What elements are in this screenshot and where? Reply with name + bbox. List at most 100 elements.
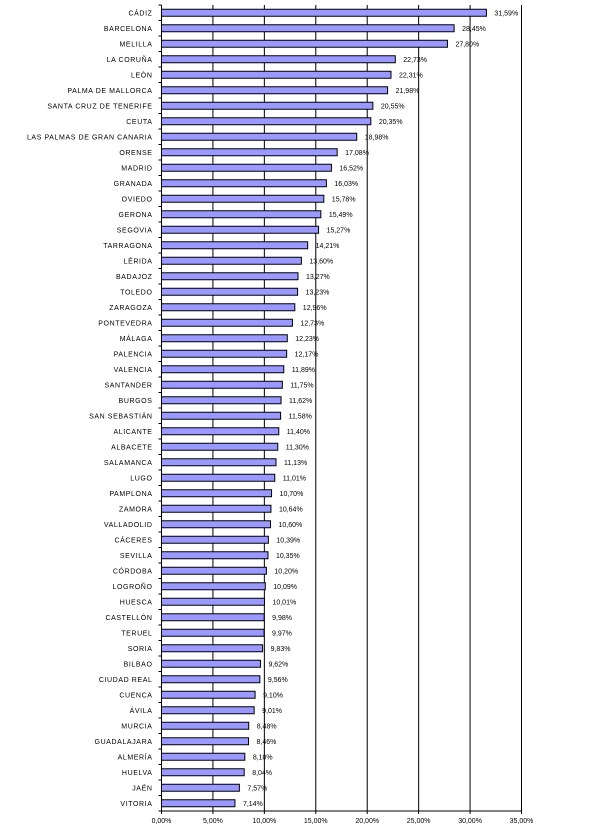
category-label: PALMA DE MALLORCA xyxy=(67,88,152,95)
category-label: BURGOS xyxy=(119,398,153,405)
value-label: 7,14% xyxy=(243,801,263,808)
bar xyxy=(161,582,266,591)
bar xyxy=(161,566,267,575)
x-tick-label: 0,00% xyxy=(152,818,172,825)
value-label: 15,27% xyxy=(327,227,351,234)
value-label: 10,09% xyxy=(273,584,297,591)
bar xyxy=(161,148,338,157)
bar xyxy=(161,613,265,622)
bar xyxy=(161,380,283,389)
category-label: CEUTA xyxy=(126,119,152,126)
bar xyxy=(161,179,327,188)
bar xyxy=(161,117,372,126)
bar xyxy=(161,675,261,684)
bar xyxy=(161,411,282,420)
value-label: 22,73% xyxy=(403,57,427,64)
category-label: SEGOVIA xyxy=(117,227,153,234)
category-label: GRANADA xyxy=(114,181,153,188)
x-tick-label: 10,00% xyxy=(252,818,276,825)
category-label: TARRAGONA xyxy=(103,243,152,250)
category-label: ALMERÍA xyxy=(118,752,153,761)
bar xyxy=(161,442,279,451)
value-label: 12,73% xyxy=(300,320,324,327)
x-tick-label: 5,00% xyxy=(203,818,223,825)
value-label: 11,13% xyxy=(284,460,307,467)
category-label: TERUEL xyxy=(121,630,152,637)
bar xyxy=(161,132,358,141)
value-label: 17,08% xyxy=(345,150,369,157)
bar xyxy=(161,194,325,203)
bar xyxy=(161,659,261,668)
category-label: BILBAO xyxy=(124,661,153,668)
bar xyxy=(161,225,320,234)
bar xyxy=(161,39,448,48)
category-label: TOLEDO xyxy=(120,289,152,296)
bar xyxy=(161,86,389,95)
bar xyxy=(161,101,374,110)
category-label: CÁDIZ xyxy=(129,8,153,17)
value-label: 10,20% xyxy=(274,568,298,575)
x-tick-label: 30,00% xyxy=(458,818,482,825)
bar xyxy=(161,458,277,467)
category-label: JAÉN xyxy=(132,783,152,792)
bar xyxy=(161,799,236,808)
category-label: LEÓN xyxy=(131,70,152,79)
category-label: PAMPLONA xyxy=(109,491,152,498)
value-label: 27,80% xyxy=(455,41,479,48)
x-tick-label: 15,00% xyxy=(304,818,328,825)
bar xyxy=(161,473,276,482)
x-tick-label: 25,00% xyxy=(407,818,431,825)
bar xyxy=(161,489,273,498)
category-label: MURCIA xyxy=(121,723,152,730)
bar xyxy=(161,163,332,172)
value-label: 20,35% xyxy=(379,119,403,126)
bar xyxy=(161,349,288,358)
value-label: 9,83% xyxy=(271,646,291,653)
bar xyxy=(161,752,246,761)
value-label: 9,97% xyxy=(272,630,292,637)
category-label: VITORIA xyxy=(120,801,152,808)
bar xyxy=(161,55,396,64)
category-label: OVIEDO xyxy=(122,196,153,203)
value-label: 10,70% xyxy=(280,491,304,498)
value-label: 11,89% xyxy=(292,367,315,374)
value-label: 10,39% xyxy=(276,537,300,544)
gridlines xyxy=(212,5,522,811)
category-label: VALLADOLID xyxy=(104,522,153,529)
category-label: GERONA xyxy=(119,212,153,219)
category-label: BADAJOZ xyxy=(116,274,153,281)
value-label: 13,23% xyxy=(306,289,330,296)
x-tick-label: 35,00% xyxy=(510,818,534,825)
value-label: 15,49% xyxy=(329,212,353,219)
category-label: HUELVA xyxy=(122,770,153,777)
x-tick-label: 20,00% xyxy=(355,818,379,825)
bar xyxy=(161,365,285,374)
value-label: 10,35% xyxy=(276,553,300,560)
bar xyxy=(161,287,299,296)
value-label: 28,45% xyxy=(462,26,486,33)
value-label: 10,01% xyxy=(272,599,296,606)
bar xyxy=(161,396,282,405)
category-label: MÁLAGA xyxy=(120,334,153,343)
category-label: PALENCIA xyxy=(114,351,153,358)
bar xyxy=(161,644,264,653)
category-label: SANTANDER xyxy=(104,382,152,389)
bar xyxy=(161,303,296,312)
value-label: 9,10% xyxy=(263,692,283,699)
category-label: CÁCERES xyxy=(114,535,152,544)
category-label: LUGO xyxy=(130,475,152,482)
value-label: 8,48% xyxy=(257,723,277,730)
value-label: 11,62% xyxy=(289,398,312,405)
category-label: SAN SEBASTIÁN xyxy=(89,411,152,420)
value-label: 20,55% xyxy=(381,103,405,110)
bar xyxy=(161,597,265,606)
category-label: PONTEVEDRA xyxy=(98,320,152,327)
value-label: 11,58% xyxy=(289,413,312,420)
category-label: SALAMANCA xyxy=(104,460,153,467)
value-label: 22,31% xyxy=(399,72,423,79)
bar xyxy=(161,8,487,17)
category-label: SORIA xyxy=(128,646,153,653)
value-label: 9,56% xyxy=(268,677,288,684)
value-label: 8,04% xyxy=(252,770,272,777)
